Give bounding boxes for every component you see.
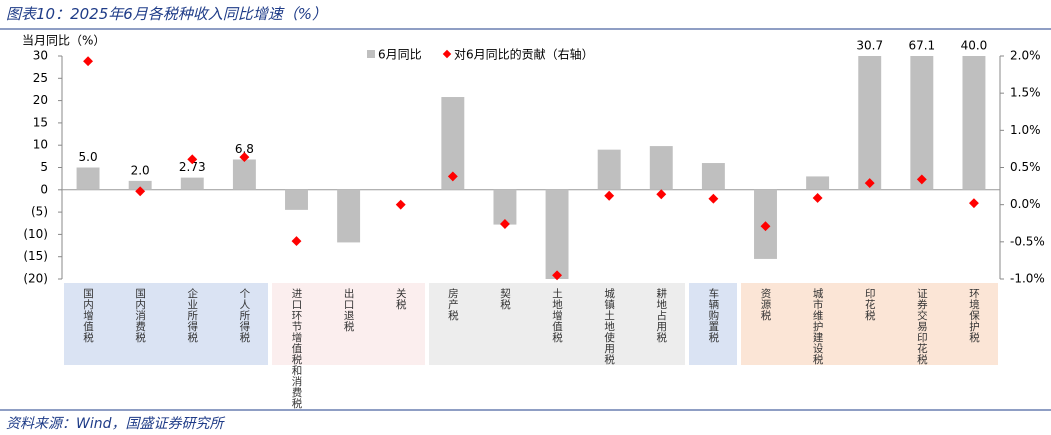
bars [76, 56, 986, 279]
bar [701, 163, 725, 190]
x-tick-label: 契税 [498, 288, 511, 310]
diamond-marker [83, 56, 94, 67]
x-tick-label: 关税 [394, 288, 407, 310]
y-tick-label: 25 [33, 71, 48, 85]
x-tick-label: 耕地占用税 [655, 288, 668, 343]
y2-tick-label: 1.5% [1010, 86, 1041, 100]
diamond-marker [395, 199, 406, 210]
diamond-marker [291, 236, 302, 247]
category-group [741, 283, 998, 365]
diamond-marker [239, 152, 250, 163]
diamond-marker [447, 171, 458, 182]
y-tick-label: (20) [23, 272, 48, 286]
diamond-marker [708, 193, 719, 204]
value-label: 5.0 [79, 150, 98, 164]
x-tick-label: 企业所得税 [186, 288, 199, 343]
x-tick-label: 城市维护建设税 [811, 288, 824, 365]
x-tick-label: 进口环节增值税和消费税 [290, 288, 303, 409]
diamond-marker [604, 190, 615, 201]
bar [285, 189, 308, 210]
x-tick-label: 土地增值税 [551, 288, 564, 343]
category-group [428, 283, 686, 365]
bar [441, 97, 465, 190]
category-group [689, 283, 738, 365]
y-tick-label: 0 [40, 182, 48, 196]
y-axis-label: 当月同比（%） [22, 34, 105, 48]
category-group [64, 283, 269, 365]
value-label: 6.8 [235, 142, 254, 156]
x-tick-label: 印花税 [863, 288, 876, 321]
x-tick-label: 房产税 [446, 288, 459, 321]
diamond-marker [135, 186, 146, 197]
y-tick-label: (5) [31, 205, 48, 219]
legend-label: 6月同比 [378, 48, 422, 62]
source: 资料来源：Wind，国盛证券研究所 [6, 416, 224, 432]
value-label: 2.0 [131, 163, 150, 177]
category-group [272, 283, 425, 365]
x-tick-label: 资源税 [759, 288, 772, 321]
diamond-marker [968, 198, 979, 209]
x-tick-label: 城镇土地使用税 [603, 288, 616, 365]
bar [649, 146, 673, 190]
y-tick-label: (15) [23, 249, 48, 263]
x-tick-label: 车辆购置税 [707, 288, 720, 343]
diamond-marker [812, 193, 823, 203]
bar [858, 56, 882, 190]
x-tick-label: 环境保护税 [967, 288, 980, 343]
y-tick-label: 10 [33, 138, 48, 152]
y-tick-label: (10) [23, 227, 48, 241]
y-tick-label: 20 [33, 93, 48, 107]
diamond-marker [864, 178, 875, 189]
bar [128, 180, 152, 190]
x-tick-label: 出口退税 [342, 288, 355, 332]
x-tick-label: 证券交易印花税 [915, 288, 928, 365]
x-tick-label: 国内消费税 [134, 288, 147, 343]
y-tick-label: 30 [33, 49, 48, 63]
bar [910, 56, 934, 190]
diamond-marker [916, 174, 927, 185]
x-tick-label: 个人所得税 [238, 288, 251, 343]
y-tick-label: 15 [33, 115, 48, 129]
bar [597, 149, 621, 190]
bar [962, 56, 986, 190]
y2-tick-label: -0.5% [1010, 234, 1045, 248]
value-label: 2.73 [179, 160, 206, 174]
y2-tick-label: 0.5% [1010, 160, 1041, 174]
diamond-marker [760, 221, 771, 232]
legend-label: 对6月同比的贡献（右轴） [454, 47, 594, 62]
bar [337, 189, 361, 243]
title: 图表10：2025年6月各税种收入同比增速（%） [6, 5, 328, 23]
y-tick-label: 5 [40, 160, 48, 174]
y2-tick-label: -1.0% [1010, 272, 1045, 286]
y2-tick-label: 2.0% [1010, 49, 1041, 63]
bar [545, 189, 569, 279]
value-label: 30.7 [856, 39, 883, 53]
diamond-marker [552, 270, 563, 281]
y2-tick-label: 0.0% [1010, 197, 1041, 211]
bar [180, 177, 204, 190]
legend-swatch [367, 50, 375, 58]
x-tick-label: 国内增值税 [82, 288, 95, 343]
bar [493, 189, 517, 225]
bar [806, 176, 830, 190]
legend-swatch [442, 49, 452, 59]
diamond-marker [499, 219, 510, 229]
bar [232, 159, 256, 190]
value-label: 67.1 [908, 39, 935, 53]
diamond-marker [187, 154, 198, 165]
value-label: 40.0 [961, 39, 988, 53]
bar [76, 167, 100, 190]
y2-tick-label: 1.0% [1010, 123, 1041, 137]
diamond-marker [656, 189, 667, 200]
